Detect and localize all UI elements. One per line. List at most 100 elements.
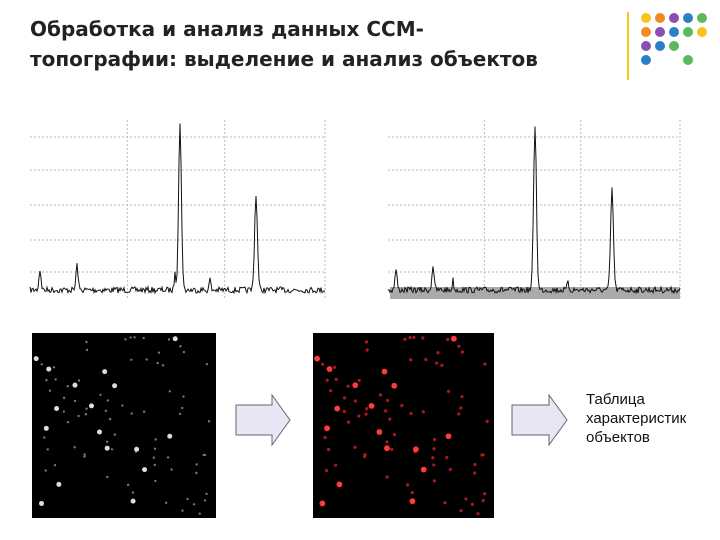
particle xyxy=(381,368,388,375)
particle xyxy=(124,338,127,341)
particle xyxy=(142,467,148,473)
particle xyxy=(405,483,410,487)
particle xyxy=(83,455,86,458)
dot xyxy=(641,27,651,37)
particle xyxy=(85,348,89,352)
particle xyxy=(326,447,331,452)
particle xyxy=(473,462,477,467)
particle xyxy=(166,456,170,459)
particle xyxy=(198,512,201,515)
image-original xyxy=(32,333,216,518)
particle xyxy=(43,425,49,431)
particle xyxy=(181,406,184,410)
particle xyxy=(179,345,182,348)
particle xyxy=(178,412,182,416)
particle xyxy=(154,479,157,483)
particle xyxy=(448,467,452,472)
particle xyxy=(443,501,447,505)
title-line: Обработка и анализ данных ССМ- xyxy=(30,17,424,41)
particle xyxy=(157,351,161,354)
particle xyxy=(84,413,88,416)
particle xyxy=(412,335,416,339)
particle xyxy=(192,503,196,506)
dot xyxy=(655,41,665,51)
dot xyxy=(683,27,693,37)
particle xyxy=(352,382,359,389)
particle xyxy=(368,402,375,409)
dot xyxy=(669,41,679,51)
particle xyxy=(40,363,43,366)
particle xyxy=(33,356,39,362)
particle xyxy=(384,445,390,452)
particle xyxy=(156,361,159,365)
image-segmented xyxy=(313,333,494,518)
profile-right xyxy=(387,120,681,300)
particle xyxy=(346,420,351,424)
particle xyxy=(54,406,60,412)
title: Обработка и анализ данных ССМ- топографи… xyxy=(30,14,538,74)
dot xyxy=(641,13,651,23)
particle xyxy=(364,412,368,416)
dot xyxy=(641,55,651,65)
particle xyxy=(168,390,172,393)
particle xyxy=(424,357,428,362)
particle xyxy=(329,389,333,393)
particle xyxy=(77,414,80,418)
particle xyxy=(460,394,464,399)
result-label: Таблица характеристик объектов xyxy=(586,390,686,447)
dot xyxy=(655,27,665,37)
particle xyxy=(432,447,436,451)
particle xyxy=(353,445,357,449)
particle xyxy=(126,483,130,487)
particle xyxy=(421,336,425,340)
particle xyxy=(459,406,463,410)
dot xyxy=(641,41,651,51)
particle xyxy=(44,469,47,472)
particle xyxy=(130,412,133,415)
dot xyxy=(655,13,665,23)
particle xyxy=(48,389,52,392)
particle xyxy=(483,492,487,496)
particle xyxy=(436,351,440,355)
title-line: топографии: выделение и анализ объектов xyxy=(30,47,538,71)
particle xyxy=(432,463,436,467)
particle xyxy=(319,500,326,507)
particle xyxy=(203,499,207,502)
particle xyxy=(457,412,461,416)
particle xyxy=(134,446,140,452)
particle xyxy=(324,425,330,432)
particle xyxy=(421,410,425,414)
particle xyxy=(457,344,461,348)
particle xyxy=(88,403,94,409)
particle xyxy=(336,481,343,488)
label-line: объектов xyxy=(586,429,650,446)
particle xyxy=(102,369,108,375)
particle xyxy=(153,447,157,450)
profile-trace xyxy=(29,123,326,295)
arrow xyxy=(511,393,568,447)
dot xyxy=(697,27,707,37)
particle xyxy=(181,509,184,512)
particle xyxy=(410,490,414,495)
particle xyxy=(195,463,198,466)
particle xyxy=(435,361,439,365)
particle xyxy=(357,378,361,383)
particle xyxy=(73,446,76,449)
particle xyxy=(408,335,412,340)
particle xyxy=(413,446,419,453)
particle xyxy=(476,512,480,516)
particle xyxy=(323,435,327,440)
particle xyxy=(172,336,178,342)
particle xyxy=(346,384,350,388)
particle xyxy=(62,410,66,413)
particle xyxy=(142,410,146,413)
particle xyxy=(205,362,209,366)
particle xyxy=(460,350,465,354)
particle xyxy=(431,456,435,460)
particle xyxy=(133,336,136,339)
particle xyxy=(392,433,397,437)
particle xyxy=(131,491,135,494)
particle xyxy=(365,407,369,411)
particle xyxy=(108,417,112,421)
particle xyxy=(66,420,70,424)
